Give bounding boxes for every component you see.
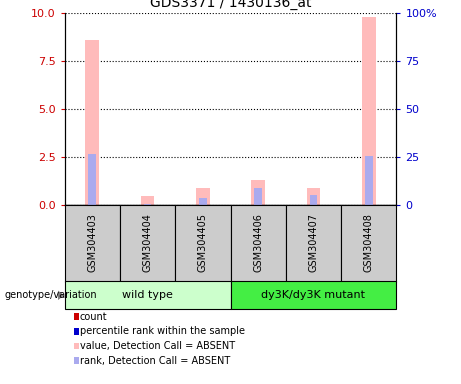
Polygon shape bbox=[58, 291, 63, 300]
Bar bbox=[89, 154, 96, 205]
Bar bbox=[307, 188, 320, 205]
Bar bbox=[199, 198, 207, 205]
Bar bbox=[120, 205, 175, 282]
Bar bbox=[65, 205, 120, 282]
Text: dy3K/dy3K mutant: dy3K/dy3K mutant bbox=[261, 290, 366, 300]
Bar bbox=[286, 205, 341, 282]
Text: GSM304407: GSM304407 bbox=[308, 213, 319, 272]
Bar bbox=[365, 156, 372, 205]
Bar bbox=[141, 196, 154, 205]
Bar bbox=[85, 40, 99, 205]
Bar bbox=[254, 188, 262, 205]
Bar bbox=[65, 281, 230, 309]
Bar bbox=[251, 180, 265, 205]
Bar bbox=[362, 17, 376, 205]
Title: GDS3371 / 1430136_at: GDS3371 / 1430136_at bbox=[150, 0, 311, 10]
Text: GSM304406: GSM304406 bbox=[253, 213, 263, 272]
Text: count: count bbox=[80, 312, 107, 322]
Bar bbox=[341, 205, 396, 282]
Bar bbox=[230, 205, 286, 282]
Bar bbox=[175, 205, 230, 282]
Text: genotype/variation: genotype/variation bbox=[5, 290, 97, 300]
Text: GSM304404: GSM304404 bbox=[142, 213, 153, 272]
Text: wild type: wild type bbox=[122, 290, 173, 300]
Text: rank, Detection Call = ABSENT: rank, Detection Call = ABSENT bbox=[80, 356, 230, 366]
Text: GSM304405: GSM304405 bbox=[198, 213, 208, 272]
Text: GSM304403: GSM304403 bbox=[87, 213, 97, 272]
Bar bbox=[196, 188, 210, 205]
Text: GSM304408: GSM304408 bbox=[364, 213, 374, 272]
Bar bbox=[144, 204, 151, 205]
Bar bbox=[310, 195, 317, 205]
Bar bbox=[230, 281, 396, 309]
Text: value, Detection Call = ABSENT: value, Detection Call = ABSENT bbox=[80, 341, 235, 351]
Text: percentile rank within the sample: percentile rank within the sample bbox=[80, 326, 245, 336]
